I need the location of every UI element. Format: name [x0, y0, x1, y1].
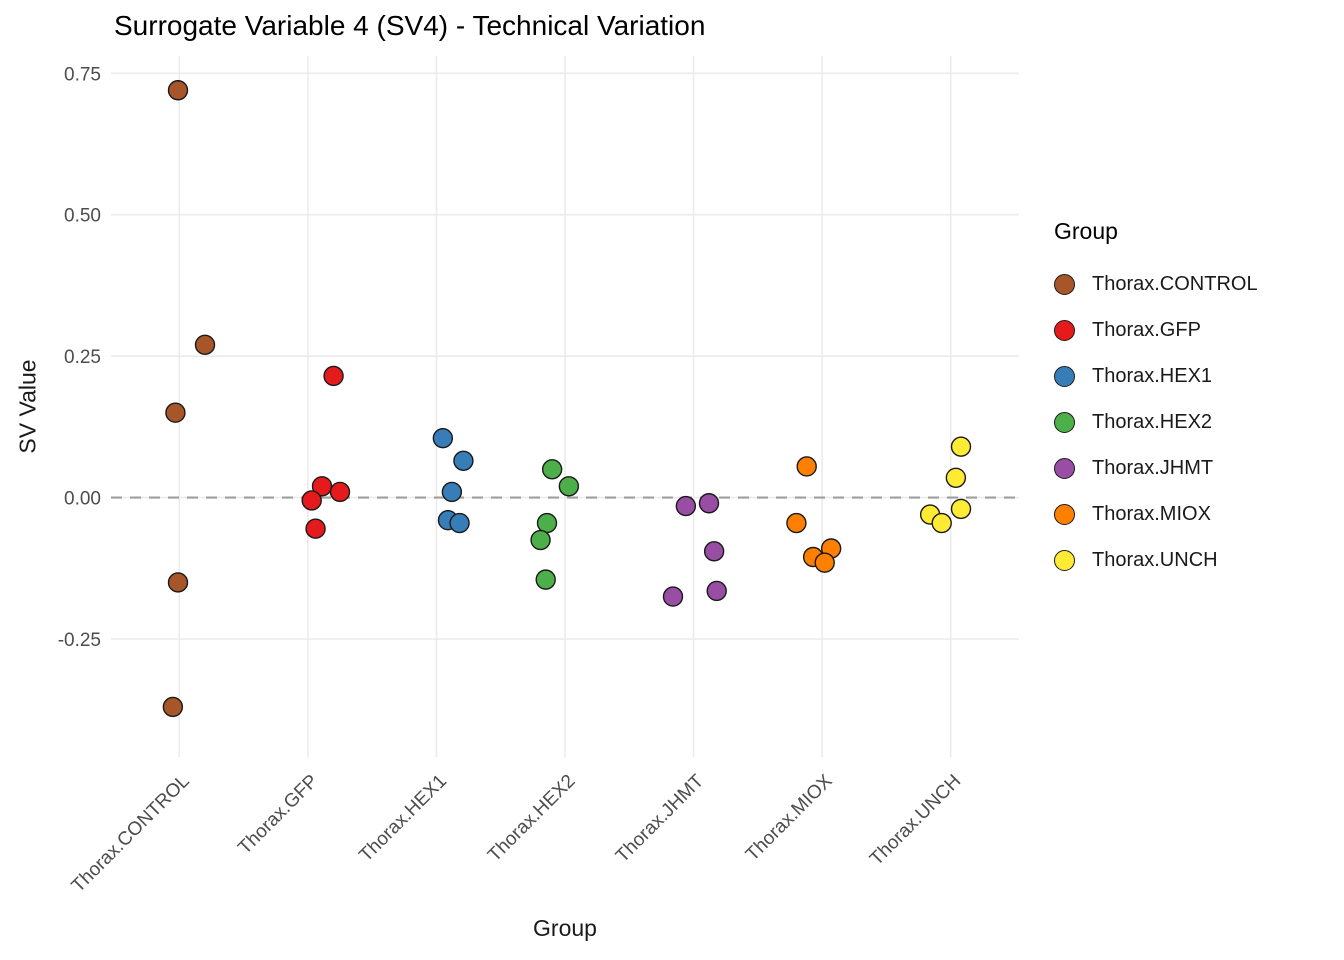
- y-tick-label: -0.25: [58, 630, 101, 651]
- legend-color-swatch: [1054, 365, 1075, 387]
- legend: Group Thorax.CONTROL Thorax.GFP Thorax.HEX…: [1054, 218, 1340, 583]
- legend-title: Group: [1054, 218, 1118, 244]
- legend-item: Thorax.MIOX: [1054, 491, 1340, 537]
- data-point: [441, 481, 463, 503]
- legend-color-swatch: [1054, 319, 1075, 341]
- data-point: [706, 580, 727, 602]
- data-point: [558, 476, 580, 497]
- data-point: [931, 512, 952, 534]
- x-tick-label: Thorax.HEX1: [355, 771, 450, 866]
- legend-item: Thorax.HEX1: [1054, 353, 1340, 399]
- legend-item: Thorax.HEX2: [1054, 399, 1340, 445]
- legend-items: Thorax.CONTROL Thorax.GFP Thorax.HEX1 Thora…: [1054, 261, 1340, 583]
- data-point: [449, 512, 470, 534]
- data-point: [167, 80, 189, 101]
- x-tick-label: Thorax.HEX2: [484, 771, 579, 866]
- x-tick-label: Thorax.CONTROL: [68, 771, 194, 897]
- legend-label: Thorax.MIOX: [1092, 502, 1211, 525]
- data-point: [432, 427, 454, 449]
- legend-item: Thorax.UNCH: [1054, 537, 1340, 583]
- x-tick-label: Thorax.UNCH: [866, 771, 965, 870]
- x-tick-label: Thorax.GFP: [234, 771, 322, 859]
- data-point: [536, 512, 558, 534]
- y-tick-label: 0.25: [64, 347, 101, 368]
- data-point: [950, 436, 972, 457]
- legend-item: Thorax.CONTROL: [1054, 261, 1340, 307]
- legend-label: Thorax.GFP: [1092, 318, 1201, 341]
- x-tick-label: Thorax.JHMT: [612, 770, 708, 866]
- x-tick-label: Thorax.MIOX: [742, 770, 837, 865]
- legend-color-swatch: [1054, 273, 1075, 295]
- y-tick-label: 0.00: [64, 489, 101, 510]
- legend-label: Thorax.HEX2: [1092, 410, 1213, 433]
- y-tick-label: 0.50: [64, 206, 101, 227]
- legend-label: Thorax.JHMT: [1092, 456, 1214, 479]
- data-point: [814, 552, 835, 573]
- y-axis-title: SV Value: [14, 359, 41, 454]
- legend-label: Thorax.UNCH: [1092, 548, 1218, 571]
- data-point: [945, 467, 967, 488]
- data-point: [530, 529, 551, 551]
- data-point: [703, 541, 725, 562]
- legend-label: Thorax.CONTROL: [1092, 272, 1258, 295]
- x-axis-title: Group: [533, 915, 597, 941]
- legend-color-swatch: [1054, 549, 1075, 571]
- legend-color-swatch: [1054, 503, 1075, 525]
- legend-color-swatch: [1054, 411, 1075, 433]
- data-point: [194, 334, 216, 356]
- legend-item: Thorax.JHMT: [1054, 445, 1340, 491]
- data-point: [796, 456, 817, 477]
- legend-item: Thorax.GFP: [1054, 307, 1340, 353]
- data-point: [329, 481, 351, 503]
- data-point: [165, 402, 186, 423]
- data-point: [786, 512, 807, 534]
- chart-title: Surrogate Variable 4 (SV4) - Technical V…: [114, 10, 706, 41]
- data-point: [162, 696, 184, 718]
- data-point: [453, 450, 474, 472]
- y-tick-label: 0.75: [64, 64, 101, 85]
- data-point: [535, 569, 556, 590]
- data-point: [662, 586, 684, 607]
- data-point: [305, 518, 326, 539]
- data-point: [311, 476, 333, 497]
- data-point: [301, 490, 322, 511]
- data-point: [323, 365, 344, 387]
- data-point: [698, 493, 720, 514]
- data-point: [541, 459, 563, 480]
- legend-color-swatch: [1054, 457, 1075, 479]
- data-point: [950, 498, 972, 520]
- data-point: [675, 495, 697, 517]
- data-point: [167, 572, 189, 593]
- legend-label: Thorax.HEX1: [1092, 364, 1213, 387]
